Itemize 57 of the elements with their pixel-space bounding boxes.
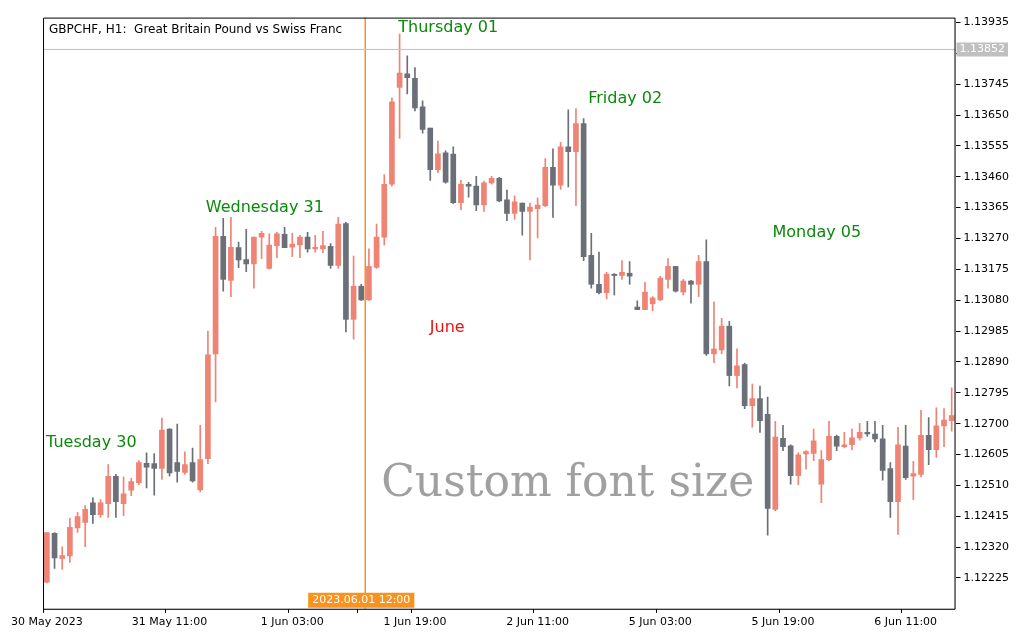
y-tick-label: 1.12890 — [963, 354, 1010, 368]
y-tick-label: 1.12700 — [963, 416, 1010, 430]
annotation: Thursday 01 — [397, 16, 499, 36]
candlestick — [688, 280, 694, 304]
candlestick — [711, 301, 717, 363]
candlestick — [611, 273, 618, 296]
y-tick-label: 1.13175 — [963, 262, 1010, 276]
x-tick-label: 2023.06.01 12:00 — [312, 593, 411, 607]
annotation: Monday 05 — [772, 221, 862, 241]
annotation: Custom font size — [381, 455, 755, 507]
y-tick-label: 1.12605 — [963, 447, 1010, 461]
y-tick-label: 1.12510 — [963, 478, 1010, 492]
candlestick — [948, 387, 955, 432]
y-tick-label: 1.12225 — [963, 570, 1010, 584]
y-tick-label: 1.13745 — [963, 77, 1010, 91]
candlestick — [404, 55, 411, 95]
x-tick-label: 6 Jun 11:00 — [874, 615, 938, 629]
chart-title: GBPCHF, H1: Great Britain Pound vs Swiss Franc — [49, 21, 343, 36]
candlestick — [59, 546, 66, 570]
x-tick-label: 5 Jun 19:00 — [751, 615, 815, 629]
ref-line-label: 1.13852 — [959, 42, 1006, 56]
annotation: Tuesday 30 — [45, 432, 137, 452]
x-tick-label: 1 Jun 03:00 — [260, 615, 324, 629]
candlestick — [749, 383, 756, 428]
candlestick — [243, 229, 250, 272]
x-tick-label: 2 Jun 11:00 — [506, 615, 570, 629]
candlestick — [941, 408, 947, 448]
candlestick — [174, 423, 181, 483]
y-tick-label: 1.13555 — [963, 138, 1010, 152]
annotation: Wednesday 31 — [205, 196, 324, 216]
annotation: June — [428, 317, 465, 337]
y-tick-label: 1.13365 — [963, 200, 1010, 214]
candlestick — [872, 421, 878, 443]
candlestick — [619, 260, 625, 280]
x-tick-label: 1 Jun 19:00 — [383, 615, 447, 629]
candlestick — [841, 432, 848, 449]
y-tick-label: 1.13935 — [963, 15, 1010, 29]
y-tick-label: 1.13460 — [963, 169, 1010, 183]
annotation: Friday 02 — [588, 88, 663, 108]
y-tick-label: 1.12415 — [963, 509, 1010, 523]
x-tick-label: 31 May 11:00 — [131, 615, 208, 629]
candlestick — [803, 450, 809, 470]
candlestick — [151, 453, 158, 496]
y-tick-label: 1.13650 — [963, 107, 1010, 121]
candlestick — [596, 251, 602, 295]
candlestick — [312, 234, 319, 253]
x-tick-label: 30 May 2023 — [11, 615, 83, 629]
y-tick-label: 1.12985 — [963, 323, 1010, 337]
y-tick-label: 1.13270 — [963, 231, 1010, 245]
y-tick-label: 1.12320 — [963, 539, 1010, 553]
candlestick — [565, 109, 572, 188]
candlestick — [527, 202, 533, 261]
y-tick-label: 1.13080 — [963, 293, 1010, 307]
candlestick — [320, 231, 326, 254]
y-tick-label: 1.12795 — [963, 385, 1010, 399]
x-tick-label: 5 Jun 03:00 — [628, 615, 692, 629]
candlestick — [289, 232, 296, 258]
